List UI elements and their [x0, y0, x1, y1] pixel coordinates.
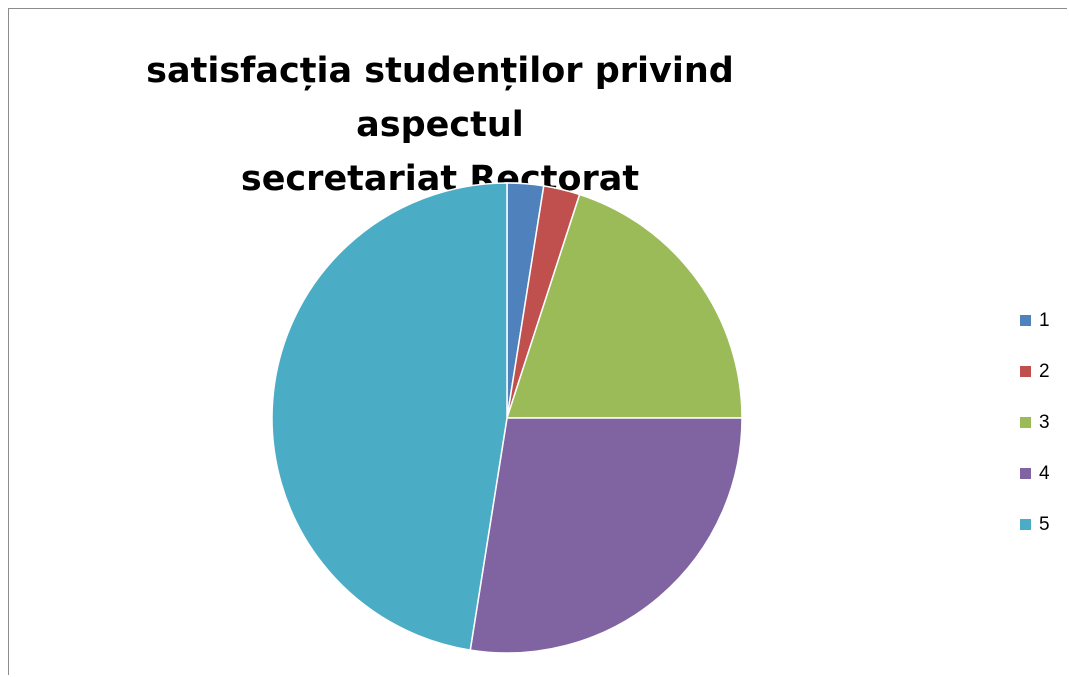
- legend-item-4: 4: [1020, 461, 1064, 487]
- legend-item-1: 1: [1020, 308, 1064, 334]
- legend: 1 2 3 4 5: [1020, 308, 1064, 563]
- legend-item-3: 3: [1020, 410, 1064, 436]
- legend-label-5: 5: [1039, 513, 1050, 535]
- legend-swatch-4: [1020, 468, 1031, 480]
- legend-swatch-1: [1020, 315, 1031, 327]
- legend-swatch-2: [1020, 366, 1031, 378]
- legend-swatch-5: [1020, 519, 1031, 531]
- legend-label-2: 2: [1039, 360, 1050, 382]
- pie-slice-3: [505, 193, 743, 419]
- legend-label-1: 1: [1039, 309, 1050, 331]
- legend-label-3: 3: [1039, 411, 1050, 433]
- legend-label-4: 4: [1039, 462, 1050, 484]
- pie-slice-5: [271, 182, 508, 651]
- legend-item-5: 5: [1020, 512, 1064, 538]
- chart-title-line-1: satisfacția studenților privind aspectul: [146, 51, 734, 145]
- legend-item-2: 2: [1020, 359, 1064, 385]
- pie-slice-4: [469, 417, 743, 654]
- legend-swatch-3: [1020, 417, 1031, 429]
